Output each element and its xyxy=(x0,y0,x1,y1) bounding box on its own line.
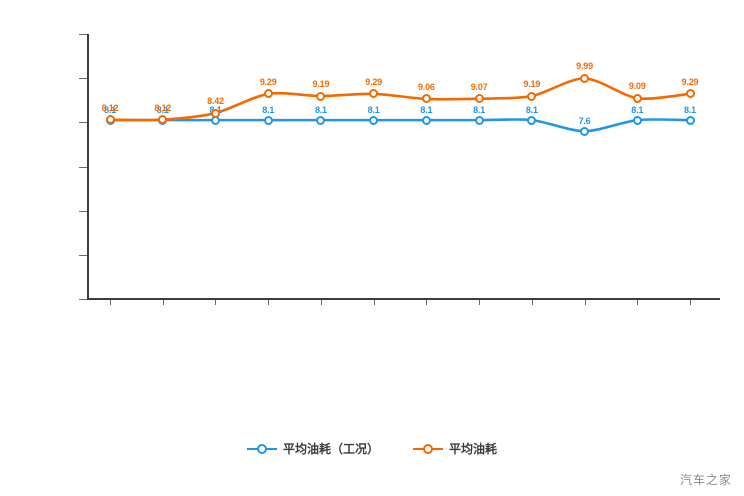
series-line-orange xyxy=(108,77,692,122)
data-point-marker[interactable] xyxy=(421,94,431,104)
data-point-marker[interactable] xyxy=(316,115,326,125)
data-point-marker[interactable] xyxy=(263,115,273,125)
x-axis-tick xyxy=(373,300,375,305)
data-point-marker[interactable] xyxy=(474,94,484,104)
data-point-marker[interactable] xyxy=(210,108,220,118)
data-point-label: 8.1 xyxy=(262,105,275,116)
chart-legend: 平均油耗（工况） 平均油耗 xyxy=(0,440,744,457)
data-point-label: 8.12 xyxy=(154,102,172,113)
data-point-label: 9.07 xyxy=(470,81,488,92)
data-point-label: 8.1 xyxy=(314,105,327,116)
x-axis-tick xyxy=(110,300,111,305)
data-point-marker[interactable] xyxy=(685,89,695,99)
data-point-label: 8.1 xyxy=(156,105,169,116)
data-point-label: 9.29 xyxy=(681,76,699,87)
data-point-marker[interactable] xyxy=(527,91,537,101)
y-axis-line xyxy=(87,34,89,300)
y-axis-tick xyxy=(79,166,87,168)
x-axis-tick xyxy=(690,300,691,305)
data-point-label: 8.1 xyxy=(367,105,380,116)
data-point-marker[interactable] xyxy=(263,89,273,99)
x-axis-tick xyxy=(268,300,270,305)
legend-marker-orange-icon xyxy=(413,443,443,455)
data-point-marker[interactable] xyxy=(369,115,379,125)
data-point-label: 8.42 xyxy=(207,96,224,107)
data-point-label: 9.06 xyxy=(418,81,435,92)
data-point-label: 8.1 xyxy=(104,105,116,116)
data-point-marker[interactable] xyxy=(685,115,695,125)
legend-label-blue: 平均油耗（工况） xyxy=(282,442,379,456)
x-axis-tick xyxy=(162,300,164,305)
watermark-autohome: 汽车之家 xyxy=(679,473,732,487)
x-axis-line xyxy=(87,298,720,300)
y-axis-tick xyxy=(79,210,87,212)
data-point-label: 8.1 xyxy=(473,105,486,116)
y-axis-tick xyxy=(79,78,87,80)
data-point-marker[interactable] xyxy=(158,115,168,125)
data-point-label: 9.99 xyxy=(576,61,593,72)
legend-item-blue[interactable]: 平均油耗（工况） xyxy=(246,440,379,457)
data-point-marker[interactable] xyxy=(527,115,537,125)
data-point-label: 9.19 xyxy=(523,79,541,90)
data-point-label: 9.29 xyxy=(365,76,382,87)
data-point-marker[interactable] xyxy=(580,73,590,83)
data-point-marker[interactable] xyxy=(105,115,115,125)
data-point-label: 8.1 xyxy=(631,105,644,116)
x-axis-tick xyxy=(215,300,217,305)
y-axis-tick xyxy=(79,34,87,35)
data-point-label: 8.1 xyxy=(420,105,433,116)
data-point-marker[interactable] xyxy=(632,115,642,125)
data-point-marker[interactable] xyxy=(580,126,590,136)
data-point-label: 9.09 xyxy=(628,81,646,92)
data-point-marker[interactable] xyxy=(421,115,431,125)
y-axis-tick xyxy=(79,122,87,124)
legend-item-orange[interactable]: 平均油耗 xyxy=(413,440,497,457)
x-axis-tick xyxy=(426,300,428,305)
y-axis-tick xyxy=(79,299,87,300)
data-point-label: 9.29 xyxy=(259,76,277,87)
data-point-marker[interactable] xyxy=(369,89,379,99)
x-axis-tick xyxy=(637,300,639,305)
y-axis-tick xyxy=(79,254,87,256)
data-point-label: 9.19 xyxy=(312,79,330,90)
x-axis-tick xyxy=(531,300,533,305)
legend-marker-blue-icon xyxy=(246,443,277,455)
x-axis-tick xyxy=(479,300,481,305)
legend-label-orange: 平均油耗 xyxy=(449,442,498,456)
data-point-label: 8.1 xyxy=(684,105,696,116)
data-point-label: 8.1 xyxy=(525,105,538,116)
x-axis-tick xyxy=(584,300,586,305)
series-line-blue xyxy=(108,118,692,133)
data-point-label: 7.6 xyxy=(578,116,591,127)
data-point-marker[interactable] xyxy=(474,115,484,125)
x-axis-tick xyxy=(320,300,322,305)
data-point-marker[interactable] xyxy=(632,93,642,103)
data-point-label: 8.12 xyxy=(101,102,119,113)
data-point-marker[interactable] xyxy=(316,91,326,101)
